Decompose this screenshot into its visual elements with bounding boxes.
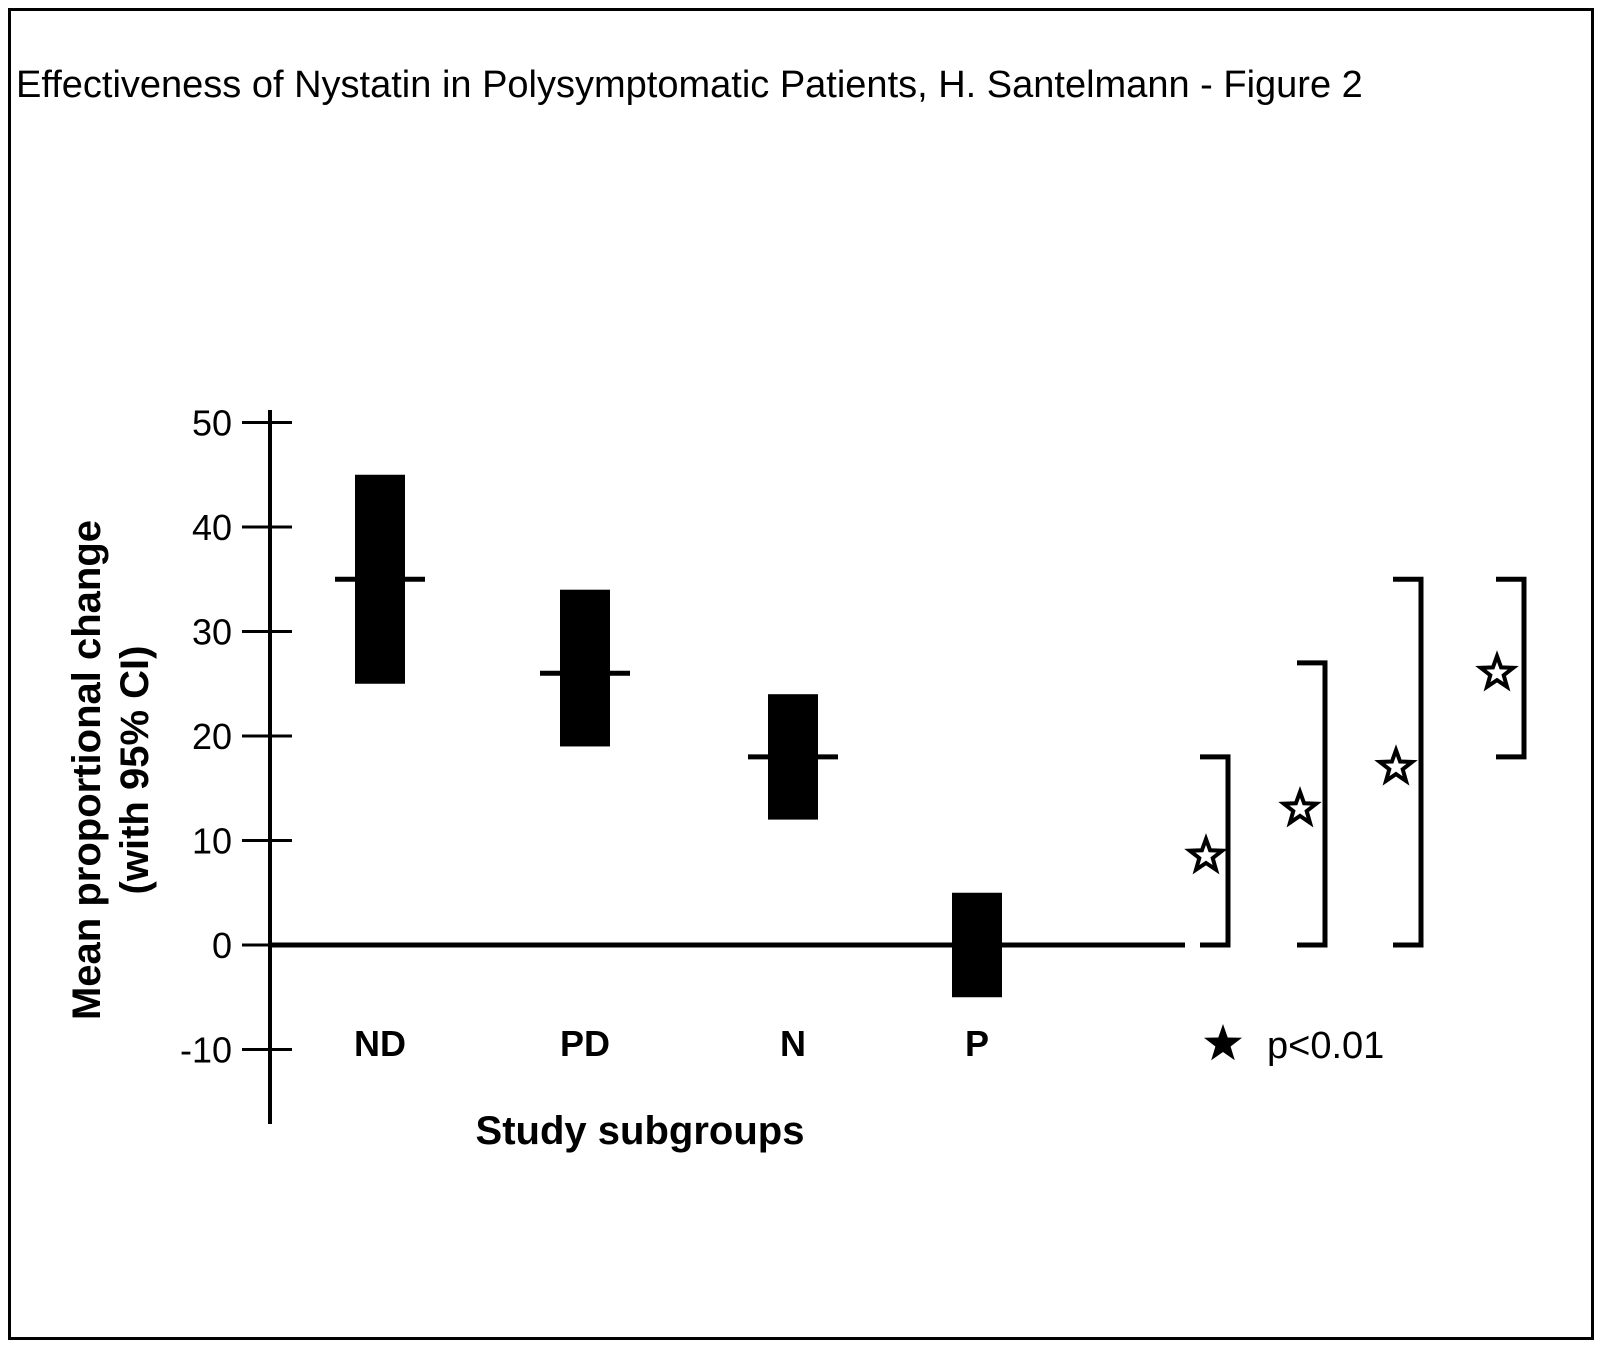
x-axis-title: Study subgroups [476,1109,805,1153]
figure-title: Effectiveness of Nystatin in Polysymptom… [16,64,1363,106]
significance-star-icon [1184,833,1228,875]
y-tick-label: 30 [192,612,232,653]
figure-frame [8,8,1594,1340]
significance-bracket [1393,576,1424,948]
legend: p<0.01 [1204,1024,1384,1067]
y-tick-label: 20 [192,716,232,757]
y-tick-label: 40 [192,507,232,548]
y-tick-label: -10 [180,1030,232,1071]
significance-star-icon [1278,785,1322,828]
axis-titles: Study subgroups Mean proportional change(… [65,520,804,1153]
category-label: PD [560,1023,610,1064]
category-label: ND [354,1023,406,1064]
ci-bars [335,474,1022,998]
y-tick-label: 10 [192,821,232,862]
y-axis [268,410,1185,1124]
y-axis-title: Mean proportional change (with 95% CI) [65,520,157,1020]
y-ticks: -10 0 10 20 30 40 50 [180,403,292,1071]
y-axis-title-line: (with 95% CI) [113,646,157,895]
significance-bracket [1297,660,1328,948]
legend-label: p<0.01 [1267,1025,1384,1067]
ci-bar [560,589,610,747]
y-tick-label: 0 [212,925,232,966]
significance-brackets [1184,576,1527,948]
legend-star-icon [1204,1024,1242,1061]
category-label: P [965,1023,989,1064]
significance-star-icon [1374,744,1418,786]
significance-bracket [1200,754,1231,948]
y-tick-label: 50 [192,403,232,444]
category-label: N [780,1023,806,1064]
y-axis-title-line: Mean proportional change [65,520,109,1020]
category-labels: ND PD N P [354,1023,989,1064]
significance-bracket [1496,576,1527,760]
significance-star-icon [1475,650,1519,692]
